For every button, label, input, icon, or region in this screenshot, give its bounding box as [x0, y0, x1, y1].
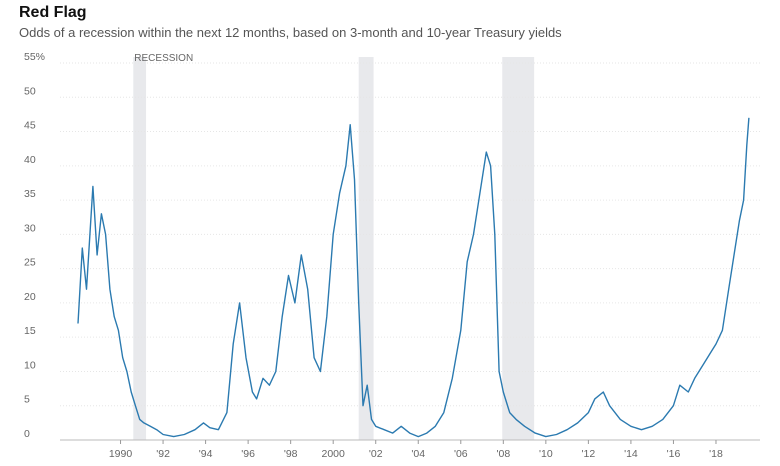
y-tick-label: 20 [24, 291, 36, 303]
x-tick-label: '08 [496, 448, 510, 460]
x-tick-label: '12 [582, 448, 596, 460]
y-tick-label: 45 [24, 120, 36, 132]
x-axis-ticks: 1990 '92 '94 '96 '98 2000 '02 '04 '06 '08 '10 '12 '1… [109, 440, 723, 460]
gridlines [60, 62, 760, 441]
y-tick-label: 30 [24, 222, 36, 234]
series [77, 117, 750, 438]
chart-title: Red Flag [19, 4, 87, 21]
y-tick-label: 50 [24, 85, 36, 97]
y-tick-label: 40 [24, 154, 36, 166]
y-tick-label: 55% [24, 51, 45, 63]
y-tick-label: 10 [24, 359, 36, 371]
chart-subtitle: Odds of a recession within the next 12 m… [19, 25, 562, 40]
x-tick-label: '10 [539, 448, 553, 460]
y-axis-ticks: 0 5 10 15 20 25 30 35 40 45 50 55% [24, 51, 45, 440]
recession-bands: RECESSION [133, 53, 535, 440]
recession-probability-line [77, 117, 750, 438]
x-tick-label: '16 [667, 448, 681, 460]
x-tick-label: '96 [241, 448, 255, 460]
x-tick-label: '06 [454, 448, 468, 460]
x-tick-label: 2000 [322, 448, 346, 460]
y-tick-label: 35 [24, 188, 36, 200]
y-tick-label: 0 [24, 428, 30, 440]
recession-band [358, 57, 374, 440]
x-tick-label: '98 [284, 448, 298, 460]
x-tick-label: '04 [411, 448, 425, 460]
recession-band [502, 57, 535, 440]
x-tick-label: '18 [709, 448, 723, 460]
recession-band [133, 57, 147, 440]
y-tick-label: 25 [24, 257, 36, 269]
x-tick-label: '02 [369, 448, 383, 460]
x-tick-label: '94 [199, 448, 213, 460]
x-tick-label: '14 [624, 448, 638, 460]
x-tick-label: '92 [156, 448, 170, 460]
y-tick-label: 5 [24, 394, 30, 406]
x-tick-label: 1990 [109, 448, 133, 460]
y-tick-label: 15 [24, 325, 36, 337]
recession-label: RECESSION [134, 53, 193, 64]
